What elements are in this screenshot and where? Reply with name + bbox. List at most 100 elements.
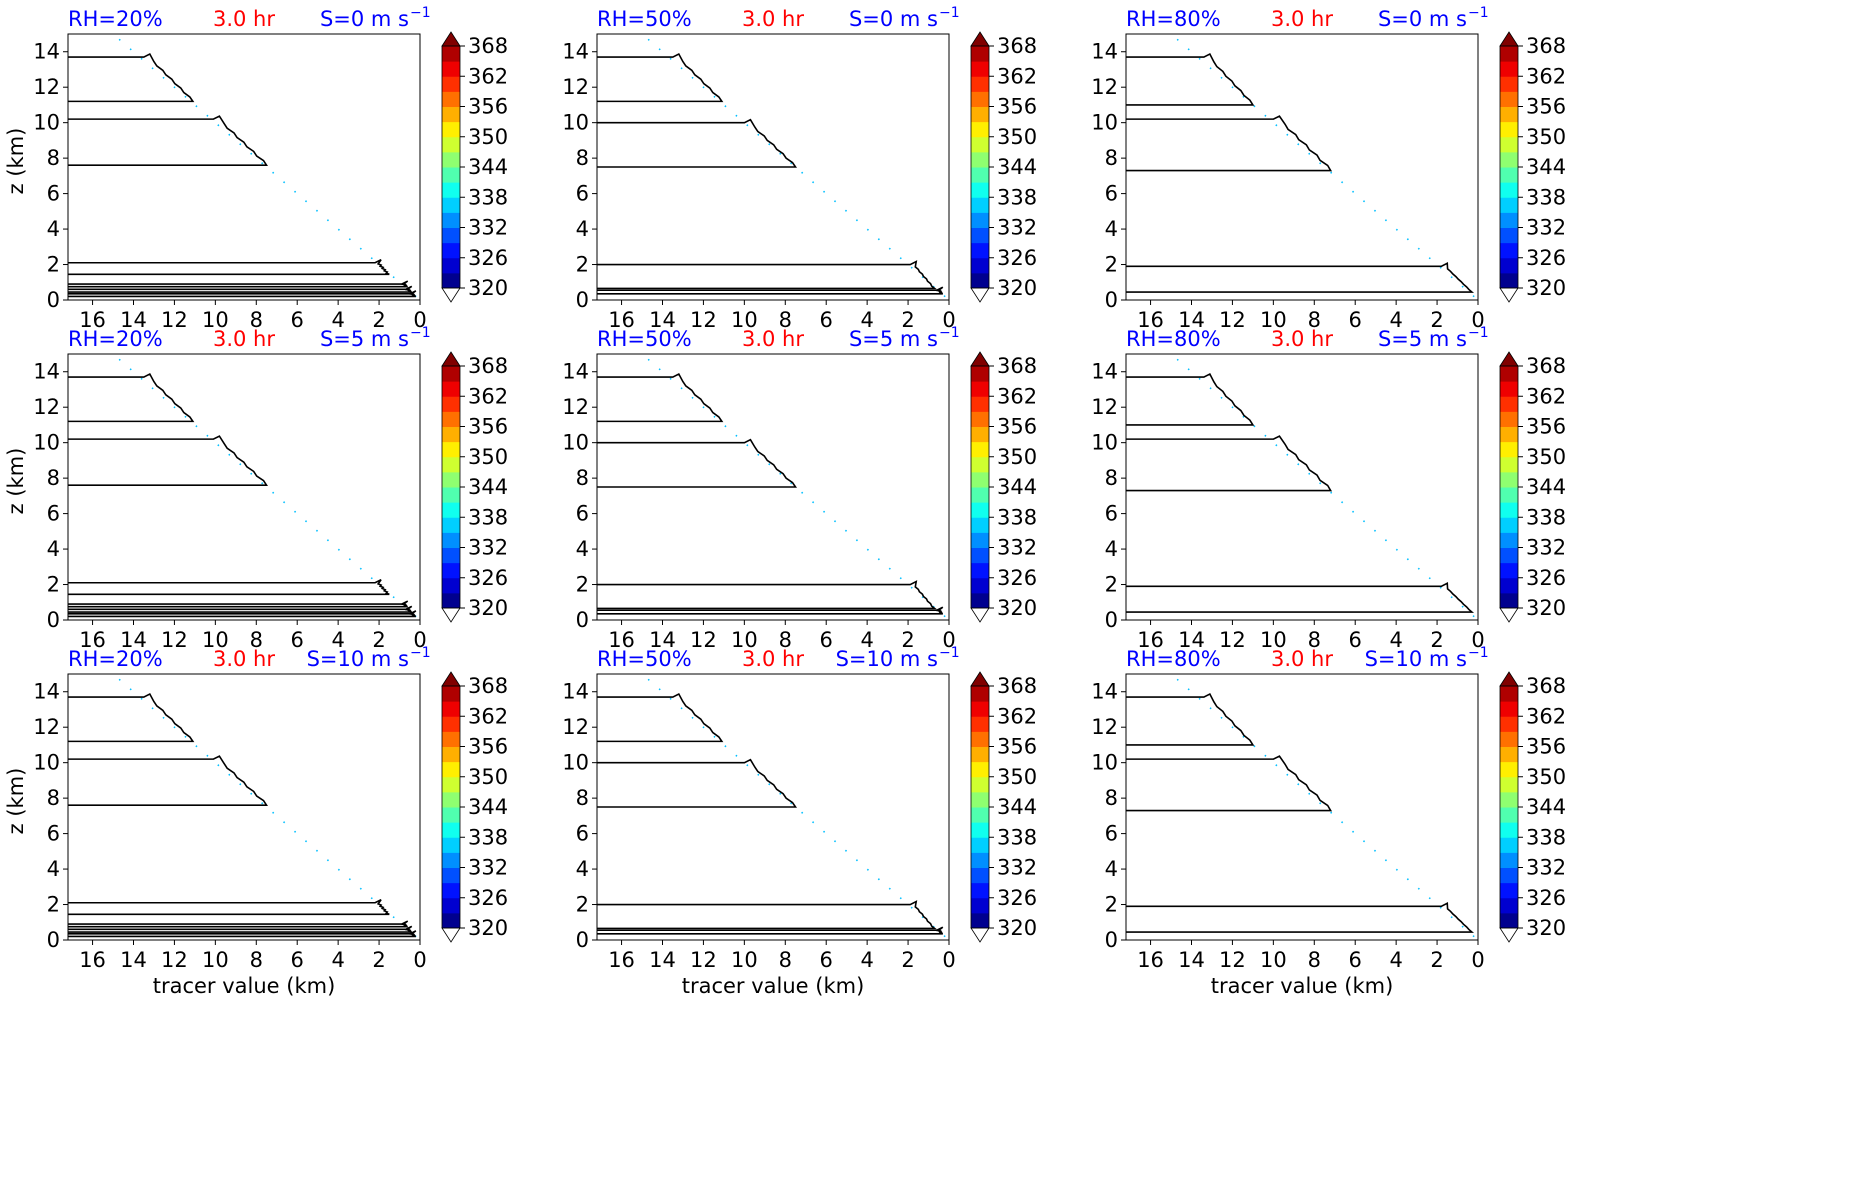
colorbar-segment: [442, 91, 460, 107]
contour-line-2: [1126, 435, 1333, 492]
x-tick-label: 0: [413, 948, 426, 972]
colorbar-segment: [442, 716, 460, 732]
colorbar-segment: [971, 167, 989, 183]
contour-line-2: [597, 438, 798, 488]
panel-time-label: 3.0 hr: [1271, 647, 1333, 671]
colorbar-tick-label: 332: [997, 216, 1037, 240]
x-tick-label: 2: [1430, 628, 1443, 652]
colorbar-segment: [1500, 882, 1518, 899]
panel-rh-label: RH=20%: [68, 7, 163, 31]
y-tick-label: 10: [562, 431, 589, 455]
colorbar-segment: [1500, 791, 1518, 808]
panel-shear-superscript: −1: [939, 325, 960, 341]
colorbar-segment: [971, 242, 989, 259]
x-tick-label: 16: [1137, 948, 1164, 972]
panel-shear-superscript: −1: [939, 5, 960, 21]
contour-line-1: [68, 372, 195, 423]
colorbar-segment: [442, 272, 460, 289]
panel-shear-label: S=0 m s: [320, 7, 409, 31]
colorbar-segment: [1500, 701, 1518, 717]
x-tick-label: 4: [331, 948, 344, 972]
colorbar-tick-label: 326: [468, 246, 508, 270]
colorbar-segment: [971, 227, 989, 244]
colorbar-segment: [442, 136, 460, 153]
colorbar-segment: [1500, 912, 1518, 929]
y-tick-label: 14: [33, 360, 60, 384]
x-tick-label: 6: [820, 948, 833, 972]
colorbar-segment: [442, 456, 460, 473]
colorbar-under-triangle: [970, 287, 990, 303]
colorbar-over-triangle: [1499, 351, 1519, 367]
colorbar-segment: [971, 882, 989, 899]
x-tick-label: 16: [608, 948, 635, 972]
x-tick-label: 16: [79, 628, 106, 652]
colorbar-tick-label: 350: [1526, 765, 1566, 789]
x-tick-label: 10: [202, 948, 229, 972]
y-tick-label: 12: [1091, 395, 1118, 419]
panel-time-label: 3.0 hr: [742, 647, 804, 671]
colorbar-segment: [442, 776, 460, 793]
colorbar-tick-label: 362: [997, 64, 1037, 88]
colorbar-over-triangle: [441, 671, 461, 687]
y-tick-label: 0: [47, 288, 60, 312]
colorbar-segment: [971, 547, 989, 564]
colorbar-tick-label: 320: [997, 276, 1037, 300]
colorbar-segment: [1500, 577, 1518, 594]
colorbar-over-triangle: [1499, 31, 1519, 47]
y-tick-label: 4: [576, 857, 589, 881]
contour-line-5: [68, 925, 413, 933]
y-tick-label: 14: [562, 40, 589, 64]
colorbar-segment: [971, 487, 989, 503]
x-tick-label: 6: [1349, 308, 1362, 332]
y-tick-label: 4: [47, 857, 60, 881]
colorbar-segment: [442, 897, 460, 914]
colorbar-segment: [442, 852, 460, 868]
x-tick-label: 0: [942, 308, 955, 332]
colorbar-tick-label: 368: [997, 34, 1037, 58]
colorbar-segment: [1500, 366, 1518, 382]
colorbar-segment: [1500, 197, 1518, 213]
x-tick-label: 16: [79, 948, 106, 972]
panel-3-1: 0 2 4 6 8 10 12 14 16 14 12 10 8 6 4 2 0 RH=20% 3.0 hr S=10…: [4, 645, 508, 998]
panel-rh-label: RH=50%: [597, 647, 692, 671]
colorbar-segment: [971, 182, 989, 198]
colorbar-segment: [1500, 592, 1518, 609]
colorbar-segment: [1500, 867, 1518, 884]
plot-frame: [67, 353, 421, 621]
colorbar-segment: [1500, 272, 1518, 289]
colorbar-segment: [1500, 807, 1518, 823]
x-tick-label: 14: [649, 308, 676, 332]
colorbar-tick-label: 338: [468, 825, 508, 849]
colorbar-tick-label: 356: [997, 95, 1037, 119]
x-tick-label: 10: [731, 308, 758, 332]
x-tick-label: 16: [608, 308, 635, 332]
contour-line-3: [597, 260, 937, 290]
panel-rh-label: RH=20%: [68, 647, 163, 671]
x-tick-label: 6: [1349, 948, 1362, 972]
colorbar-tick-label: 356: [1526, 415, 1566, 439]
x-tick-label: 2: [372, 948, 385, 972]
x-tick-label: 6: [820, 628, 833, 652]
y-tick-label: 10: [562, 111, 589, 135]
panel-2-1: 0 2 4 6 8 10 12 14 16 14 12 10 8 6 4 2 0 RH=20% 3.0 hr S=5 …: [4, 325, 508, 652]
colorbar-segment: [442, 517, 460, 533]
y-tick-label: 12: [33, 715, 60, 739]
colorbar-segment: [442, 167, 460, 183]
colorbar-segment: [1500, 761, 1518, 778]
colorbar-tick-label: 320: [468, 276, 508, 300]
colorbar-segment: [1500, 441, 1518, 458]
colorbar-tick-label: 332: [997, 856, 1037, 880]
x-tick-label: 8: [250, 948, 263, 972]
x-tick-label: 12: [161, 628, 188, 652]
colorbar-tick-label: 338: [997, 185, 1037, 209]
colorbar-segment: [971, 912, 989, 929]
y-tick-label: 14: [33, 680, 60, 704]
y-tick-label: 14: [1091, 40, 1118, 64]
x-tick-label: 8: [1308, 308, 1321, 332]
contour-line-3: [597, 580, 937, 610]
colorbar-segment: [1500, 182, 1518, 198]
colorbar-segment: [442, 487, 460, 503]
colorbar-segment: [971, 366, 989, 382]
colorbar-tick-label: 350: [1526, 445, 1566, 469]
panel-shear-superscript: −1: [410, 325, 431, 341]
